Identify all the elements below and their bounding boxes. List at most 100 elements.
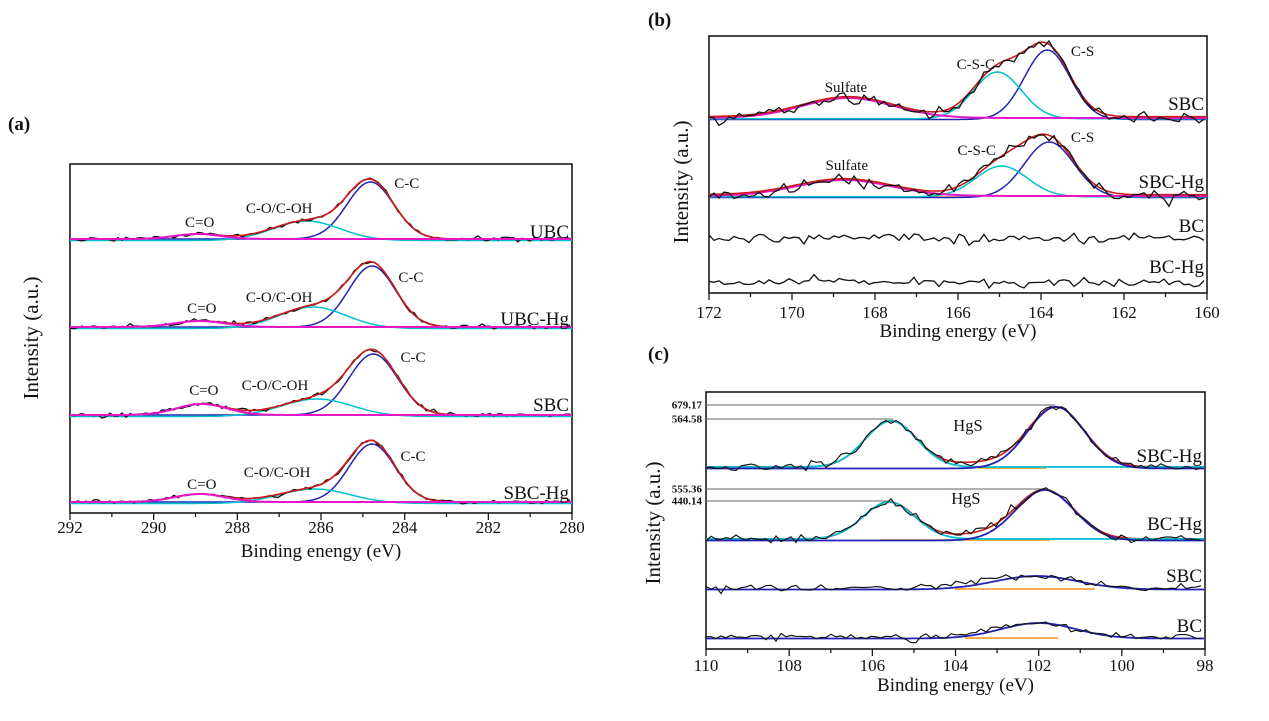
- reference-value: 440.14: [672, 496, 703, 508]
- reference-value: 564.58: [672, 414, 703, 426]
- x-tick-label: 282: [476, 518, 502, 537]
- x-tick-label: 100: [1109, 656, 1135, 675]
- x-tick-label: 170: [779, 303, 805, 322]
- peak-annotation: C=O: [187, 301, 216, 317]
- data-trace: [705, 405, 1202, 472]
- component-peak: [706, 575, 1204, 591]
- y-axis-label: Intensity (a.u.): [641, 461, 665, 584]
- peak-annotation: C=O: [189, 383, 218, 399]
- peak-annotation: C-O/C-OH: [246, 201, 313, 217]
- fit-envelope: [709, 133, 1207, 196]
- data-trace: [708, 134, 1205, 208]
- data-trace: [705, 487, 1202, 544]
- panel-c-label: (c): [648, 344, 670, 365]
- trace-label: BC: [1179, 216, 1204, 237]
- peak-annotation: C-O/C-OH: [242, 378, 309, 394]
- component-peak: [706, 622, 1204, 640]
- data-trace: [69, 261, 571, 330]
- component-peak: [70, 353, 572, 416]
- x-axis-label: Binding enengy (eV): [241, 541, 401, 562]
- trace-label: UBC: [530, 222, 569, 243]
- component-peak: [70, 403, 572, 416]
- component-peak: [70, 265, 572, 328]
- component-peak: [70, 181, 572, 240]
- x-tick-label: 108: [776, 656, 802, 675]
- peak-annotation: Sulfate: [826, 158, 869, 174]
- trace-label: SBC: [1168, 94, 1204, 115]
- trace-label: BC-Hg: [1147, 514, 1202, 535]
- component-peak: [70, 320, 572, 328]
- component-peak: [709, 97, 1207, 119]
- peak-annotation: C-S: [1071, 44, 1094, 60]
- data-trace: [708, 39, 1205, 127]
- x-tick-label: 168: [862, 303, 888, 322]
- data-trace: [70, 439, 571, 505]
- component-peak: [70, 398, 572, 418]
- component-peak: [706, 420, 1204, 468]
- peak-annotation: C-S-C: [958, 143, 996, 159]
- x-tick-label: 160: [1194, 303, 1220, 322]
- data-trace: [69, 177, 571, 243]
- x-tick-label: 162: [1111, 303, 1137, 322]
- x-tick-label: 284: [392, 518, 418, 537]
- trace-label: UBC-Hg: [500, 309, 569, 330]
- trace-label: BC: [1177, 616, 1202, 637]
- x-tick-label: 280: [559, 518, 585, 537]
- panel-b-label: (b): [648, 10, 672, 31]
- panel-a-label: (a): [8, 114, 31, 135]
- peak-annotation: C-S: [1071, 130, 1094, 146]
- x-axis-label: Binding energy (eV): [880, 321, 1037, 342]
- peak-annotation: C-C: [394, 176, 419, 192]
- peak-annotation: C-C: [401, 449, 426, 465]
- x-tick-label: 290: [141, 518, 167, 537]
- peak-annotation: C-S-C: [957, 57, 995, 73]
- x-tick-label: 166: [945, 303, 971, 322]
- x-tick-label: 292: [57, 518, 83, 537]
- data-trace: [708, 273, 1205, 290]
- x-tick-label: 288: [225, 518, 251, 537]
- fit-envelope: [70, 348, 572, 416]
- trace-label: SBC-Hg: [1137, 446, 1203, 467]
- fit-envelope: [70, 178, 572, 240]
- x-tick-label: 110: [694, 656, 719, 675]
- x-tick-label: 98: [1197, 656, 1214, 675]
- component-peak: [70, 233, 572, 240]
- reference-value: 555.36: [672, 484, 703, 496]
- component-peak: [70, 306, 572, 330]
- trace-label: SBC: [1166, 566, 1202, 587]
- fit-envelope: [70, 439, 572, 503]
- peak-annotation: C-O/C-OH: [244, 465, 311, 481]
- peak-annotation: HgS: [953, 416, 982, 435]
- peak-annotation: C=O: [187, 477, 216, 493]
- peak-annotation: HgS: [951, 489, 980, 508]
- peak-annotation: C-C: [401, 350, 426, 366]
- y-axis-label: Intensity (a.u.): [19, 276, 43, 399]
- reference-value: 679.17: [672, 400, 703, 412]
- panel-b-frame: [708, 35, 1208, 294]
- component-peak: [70, 488, 572, 505]
- x-tick-label: 172: [696, 303, 722, 322]
- fit-envelope: [70, 260, 572, 328]
- y-axis-label: Intensity (a.u.): [669, 120, 693, 243]
- x-tick-label: 164: [1028, 303, 1054, 322]
- trace-label: SBC-Hg: [504, 483, 570, 504]
- peak-annotation: C-O/C-OH: [246, 290, 313, 306]
- peak-annotation: C=O: [185, 215, 214, 231]
- x-tick-label: 106: [860, 656, 886, 675]
- data-trace: [708, 232, 1205, 247]
- x-tick-label: 286: [308, 518, 334, 537]
- x-tick-label: 104: [943, 656, 969, 675]
- trace-label: SBC-Hg: [1139, 172, 1205, 193]
- data-trace: [69, 349, 571, 419]
- component-peak: [70, 443, 572, 503]
- peak-annotation: C-C: [398, 270, 423, 286]
- component-peak: [709, 165, 1207, 198]
- component-peak: [706, 489, 1204, 542]
- data-trace: [706, 621, 1202, 644]
- x-axis-label: Binding energy (eV): [877, 675, 1034, 696]
- trace-label: BC-Hg: [1149, 257, 1204, 278]
- trace-label: SBC: [533, 395, 569, 416]
- fit-envelope: [709, 41, 1207, 118]
